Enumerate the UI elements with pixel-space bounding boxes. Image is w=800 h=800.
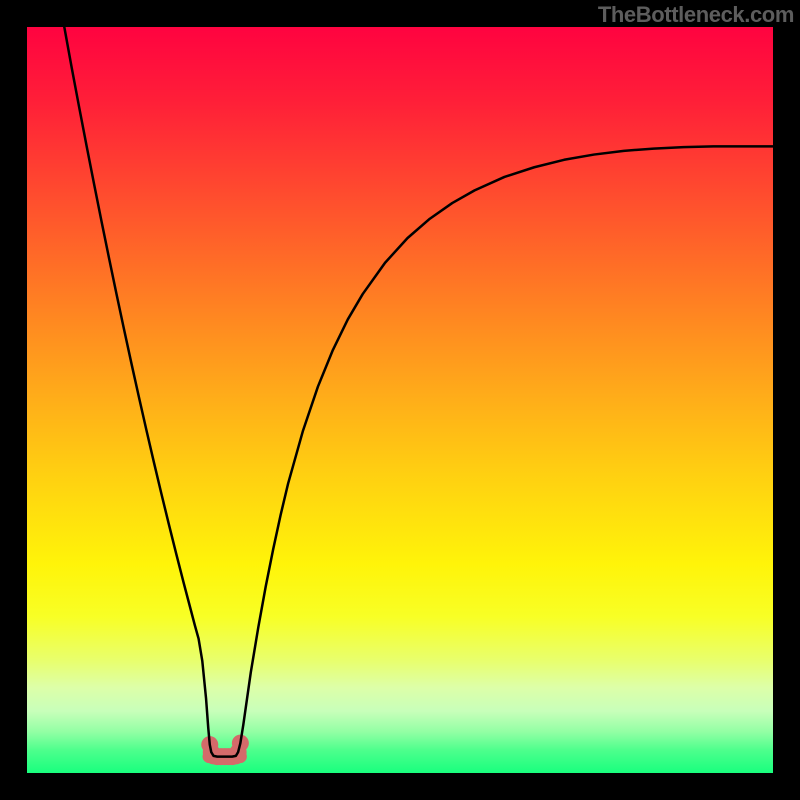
bottleneck-chart: [27, 27, 773, 773]
watermark-text: TheBottleneck.com: [598, 2, 794, 28]
plot-area: [27, 27, 773, 773]
figure-root: { "figure": { "width_px": 800, "height_p…: [0, 0, 800, 800]
